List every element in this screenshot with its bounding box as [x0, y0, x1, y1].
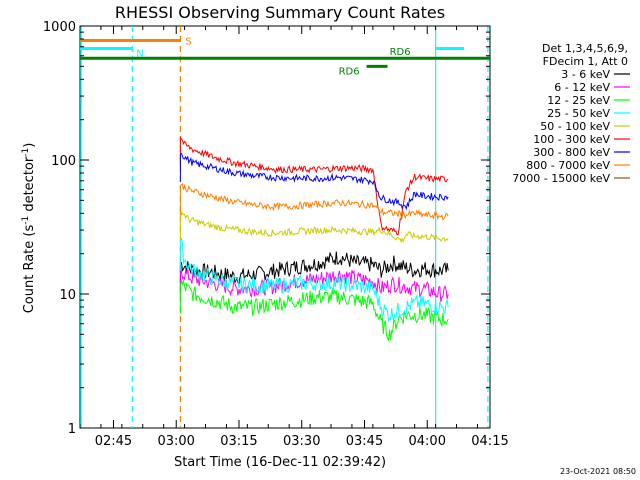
annotation-label: N — [136, 48, 143, 59]
legend-entry-label: 12 - 25 keV — [547, 94, 610, 107]
series-line — [179, 183, 449, 221]
chart-title: RHESSI Observing Summary Count Rates — [115, 3, 445, 22]
series-line — [179, 135, 449, 236]
series-line — [179, 237, 449, 323]
y-axis-label: Count Rate (s-1 detector-1) — [21, 143, 37, 314]
y-axis-label-sup1: -1 — [21, 216, 31, 225]
plot-area-frame — [79, 25, 491, 429]
y-axis-label-main: Count Rate (s — [22, 225, 37, 314]
x-tick-label: 02:45 — [95, 434, 132, 449]
annotation-bars: S N RD6 RD6 — [80, 36, 490, 77]
series-lines — [179, 135, 449, 341]
legend: Det 1,3,4,5,6,9, FDecim 1, Att 0 3 - 6 k… — [512, 42, 630, 185]
annotation-label: RD6 — [339, 66, 360, 77]
y-axis-label-mid: detector — [22, 156, 37, 216]
legend-entry-label: 6 - 12 keV — [554, 81, 610, 94]
series-line — [179, 279, 449, 341]
legend-entry-label: 100 - 300 keV — [533, 133, 610, 146]
legend-entry-label: 7000 - 15000 keV — [512, 172, 610, 185]
y-tick-label: 1 — [68, 422, 76, 437]
vertical-markers — [80, 26, 489, 428]
legend-header-line1: Det 1,3,4,5,6,9, — [542, 42, 628, 55]
y-tick-label: 100 — [51, 154, 76, 169]
x-tick-label: 03:30 — [283, 434, 320, 449]
plot-frame — [79, 25, 491, 429]
x-tick-label: 04:00 — [409, 434, 446, 449]
legend-entry-label: 50 - 100 keV — [540, 120, 610, 133]
axis-ticks: 02:45 03:00 03:15 03:30 03:45 04:00 04:15 1 10 10… — [43, 20, 509, 449]
x-tick-label: 03:45 — [346, 434, 383, 449]
legend-entry-label: 800 - 7000 keV — [526, 159, 610, 172]
y-axis-label-end: ) — [22, 143, 37, 148]
legend-entry-label: 3 - 6 keV — [561, 68, 610, 81]
annotation-label: S — [185, 36, 191, 47]
y-axis-label-sup2: -1 — [21, 148, 31, 157]
x-axis-label: Start Time (16-Dec-11 02:39:42) — [174, 455, 386, 470]
legend-entry-label: 300 - 800 keV — [533, 146, 610, 159]
x-tick-label: 04:15 — [471, 434, 508, 449]
x-tick-label: 03:00 — [157, 434, 194, 449]
x-tick-label: 03:15 — [220, 434, 257, 449]
series-line — [179, 209, 449, 244]
y-tick-label: 1000 — [43, 20, 76, 35]
annotation-label: RD6 — [390, 47, 411, 58]
series-line — [179, 251, 449, 293]
legend-entry-label: 25 - 50 keV — [547, 107, 610, 120]
legend-header-line2: FDecim 1, Att 0 — [543, 55, 628, 68]
footer-timestamp: 23-Oct-2021 08:50 — [560, 467, 636, 476]
y-tick-label: 10 — [59, 288, 76, 303]
series-line — [179, 152, 449, 211]
